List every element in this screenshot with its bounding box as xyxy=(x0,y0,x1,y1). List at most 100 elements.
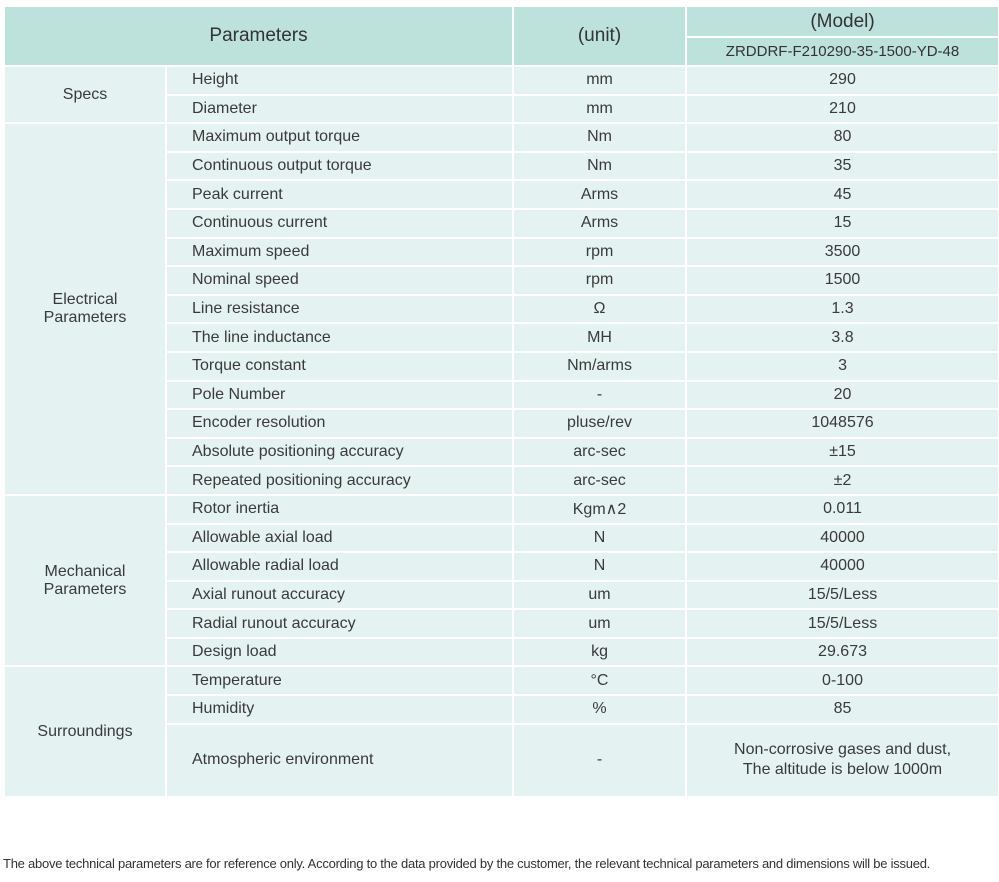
parameter-name: Atmospheric environment xyxy=(164,722,515,798)
parameter-unit: mm xyxy=(512,93,688,125)
parameter-value: 29.673 xyxy=(685,636,999,668)
parameter-unit: Nm xyxy=(512,122,688,153)
parameter-value: 15/5/Less xyxy=(685,608,999,639)
parameter-name: Radial runout accuracy xyxy=(164,608,515,639)
header-unit: (unit) xyxy=(512,5,688,67)
parameter-value: 45 xyxy=(685,179,999,210)
parameter-value: 15/5/Less xyxy=(685,579,999,611)
parameter-name: Diameter xyxy=(164,93,515,125)
parameter-value: 3.8 xyxy=(685,322,999,353)
parameter-name: Line resistance xyxy=(164,293,515,325)
header-model-name: ZRDDRF-F210290-35-1500-YD-48 xyxy=(685,36,999,67)
table-row: Peak current Arms 45 xyxy=(4,179,999,210)
table-row: Repeated positioning accuracy arc-sec ±2 xyxy=(4,465,999,496)
parameter-value: 1.3 xyxy=(685,293,999,325)
parameter-unit: um xyxy=(512,579,688,611)
parameter-value: 20 xyxy=(685,379,999,411)
parameter-name: Humidity xyxy=(164,694,515,725)
table-row: Atmospheric environment - Non-corrosive ga… xyxy=(4,722,999,798)
parameter-unit: N xyxy=(512,551,688,582)
table-row: Diameter mm 210 xyxy=(4,93,999,125)
parameter-unit: Nm/arms xyxy=(512,350,688,382)
parameter-unit: °C xyxy=(512,665,688,697)
table-row: Axial runout accuracy um 15/5/Less xyxy=(4,579,999,611)
table-row: Line resistance Ω 1.3 xyxy=(4,293,999,325)
table-row: Continuous current Arms 15 xyxy=(4,207,999,239)
group-label: Electrical Parameters xyxy=(3,122,167,496)
parameter-value: 290 xyxy=(685,65,999,96)
parameter-name: Temperature xyxy=(164,665,515,697)
parameter-unit: Kgm∧2 xyxy=(512,493,688,525)
parameter-name: Maximum output torque xyxy=(164,122,515,153)
parameter-name: Design load xyxy=(164,636,515,668)
parameter-unit: Arms xyxy=(512,207,688,239)
table-row: Humidity% 85 xyxy=(4,694,999,725)
parameter-value: 1500 xyxy=(685,265,999,296)
table-row: Torque constant Nm/arms 3 xyxy=(4,350,999,382)
parameter-unit: Ω xyxy=(512,293,688,325)
parameter-unit: % xyxy=(512,694,688,725)
parameter-name: Continuous current xyxy=(164,207,515,239)
parameter-unit: pluse/rev xyxy=(512,408,688,439)
table-row: Mechanical Parameters Rotor inertia Kgm∧2 0… xyxy=(3,493,999,668)
parameter-name: Torque constant xyxy=(164,350,515,382)
parameter-value: Non-corrosive gases and dust, The altitu… xyxy=(685,722,999,798)
table-row: Allowable axial load N 40000 xyxy=(4,522,999,554)
parameter-unit: arc-sec xyxy=(512,465,688,496)
parameter-value: 40000 xyxy=(685,522,999,554)
group-label: Specs xyxy=(3,64,167,125)
table-row: Absolute positioning accuracy arc-sec ±15 xyxy=(4,436,999,468)
parameter-name: Peak current xyxy=(164,179,515,210)
parameter-value: 85 xyxy=(685,694,999,725)
parameter-name: Encoder resolution xyxy=(164,408,515,439)
parameter-unit: rpm xyxy=(512,236,688,268)
parameter-value: 15 xyxy=(685,207,999,239)
parameter-unit: um xyxy=(512,608,688,639)
header-parameters: Parameters xyxy=(2,5,515,67)
table-row: Encoder resolution pluse/rev 1048576 xyxy=(4,408,999,439)
parameter-value: 210 xyxy=(685,93,999,125)
group-label: Surroundings xyxy=(3,665,167,798)
table-row: Allowable radial load N 40000 xyxy=(4,551,999,582)
table-row: The line inductance MH 3.8 xyxy=(4,322,999,353)
footer-note: The above technical parameters are for r… xyxy=(3,856,931,871)
parameter-unit: mm xyxy=(512,65,688,96)
parameter-value: 3500 xyxy=(685,236,999,268)
parameter-value: 0.011 xyxy=(685,493,999,525)
table-row: Maximum speed rpm 3500 xyxy=(4,236,999,268)
table-row: Continuous output torque Nm 35 xyxy=(4,150,999,182)
parameter-unit: Nm xyxy=(512,150,688,182)
parameter-unit: rpm xyxy=(512,265,688,296)
parameter-value: ±2 xyxy=(685,465,999,496)
table-row: Pole Number -20 xyxy=(4,379,999,411)
parameter-name: Maximum speed xyxy=(164,236,515,268)
parameter-value: 80 xyxy=(685,122,999,153)
parameter-unit: kg xyxy=(512,636,688,668)
table-row: Specs Height mm 290 xyxy=(3,64,999,125)
parameter-name: Allowable axial load xyxy=(164,522,515,554)
parameter-unit: N xyxy=(512,522,688,554)
parameter-name: Pole Number xyxy=(164,379,515,411)
header-model: (Model) xyxy=(685,5,999,38)
parameter-unit: - xyxy=(512,379,688,411)
parameter-value: 3 xyxy=(685,350,999,382)
parameter-name: Rotor inertia xyxy=(164,493,515,525)
parameter-unit: MH xyxy=(512,322,688,353)
parameter-unit: arc-sec xyxy=(512,436,688,468)
parameter-name: Height xyxy=(164,65,515,96)
parameter-name: Repeated positioning accuracy xyxy=(164,465,515,496)
parameter-value: 1048576 xyxy=(685,408,999,439)
table-row: Nominal speed rpm 1500 xyxy=(4,265,999,296)
parameter-value: ±15 xyxy=(685,436,999,468)
parameter-value: 40000 xyxy=(685,551,999,582)
spec-table: Parameters (unit) (Model) ZRDDRF-F210290… xyxy=(2,5,999,798)
parameter-name: Nominal speed xyxy=(164,265,515,296)
table-row: Surroundings Temperature °C 0-100 xyxy=(3,665,999,798)
table-row: Radial runout accuracy um 15/5/Less xyxy=(4,608,999,639)
parameter-name: The line inductance xyxy=(164,322,515,353)
parameter-value: 0-100 xyxy=(685,665,999,697)
parameter-name: Axial runout accuracy xyxy=(164,579,515,611)
table-row: Electrical Parameters Maximum output torq… xyxy=(3,122,999,496)
parameter-name: Continuous output torque xyxy=(164,150,515,182)
parameter-value: 35 xyxy=(685,150,999,182)
